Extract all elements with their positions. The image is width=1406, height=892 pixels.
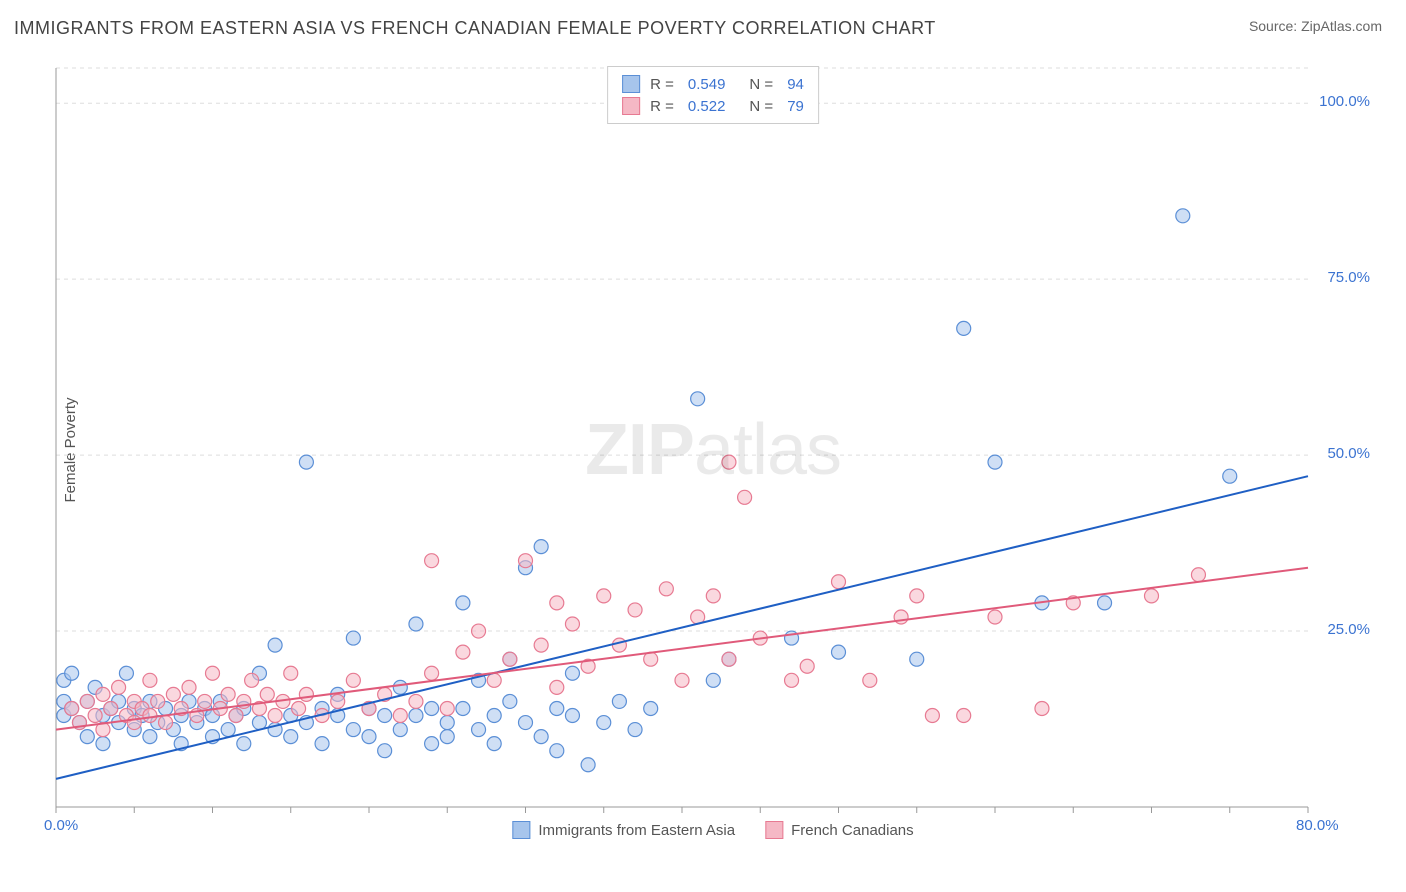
correlation-legend: R = 0.549 N = 94 R = 0.522 N = 79	[607, 66, 819, 124]
legend-swatch	[512, 821, 530, 839]
y-tick-label: 50.0%	[1327, 445, 1370, 462]
r-value: 0.522	[688, 98, 726, 115]
legend-row: R = 0.522 N = 79	[622, 95, 804, 117]
scatter-plot	[48, 62, 1378, 837]
x-tick-label: 80.0%	[1296, 817, 1339, 834]
n-label: N =	[749, 98, 773, 115]
n-value: 79	[787, 98, 804, 115]
legend-label: French Canadians	[791, 822, 914, 839]
chart-area: Female Poverty ZIPatlas R =0.549 N =94 R…	[48, 62, 1378, 837]
legend-row: R = 0.549 N = 94	[622, 73, 804, 95]
y-tick-label: 75.0%	[1327, 269, 1370, 286]
chart-title: IMMIGRANTS FROM EASTERN ASIA VS FRENCH C…	[14, 18, 936, 39]
r-label: R =	[650, 98, 674, 115]
source-attribution: Source: ZipAtlas.com	[1249, 18, 1382, 34]
r-value: 0.549	[688, 76, 726, 93]
legend-swatch	[765, 821, 783, 839]
legend-item: French Canadians	[765, 821, 914, 839]
legend-label: Immigrants from Eastern Asia	[538, 822, 735, 839]
legend-swatch	[622, 97, 640, 115]
chart-header: IMMIGRANTS FROM EASTERN ASIA VS FRENCH C…	[0, 0, 1406, 47]
r-label: R =	[650, 76, 674, 93]
legend-item: Immigrants from Eastern Asia	[512, 821, 735, 839]
series-legend: Immigrants from Eastern Asia French Canad…	[504, 821, 921, 839]
n-value: 94	[787, 76, 804, 93]
y-tick-label: 25.0%	[1327, 621, 1370, 638]
legend-swatch	[622, 75, 640, 93]
n-label: N =	[749, 76, 773, 93]
x-tick-label: 0.0%	[44, 817, 78, 834]
y-tick-label: 100.0%	[1319, 93, 1370, 110]
